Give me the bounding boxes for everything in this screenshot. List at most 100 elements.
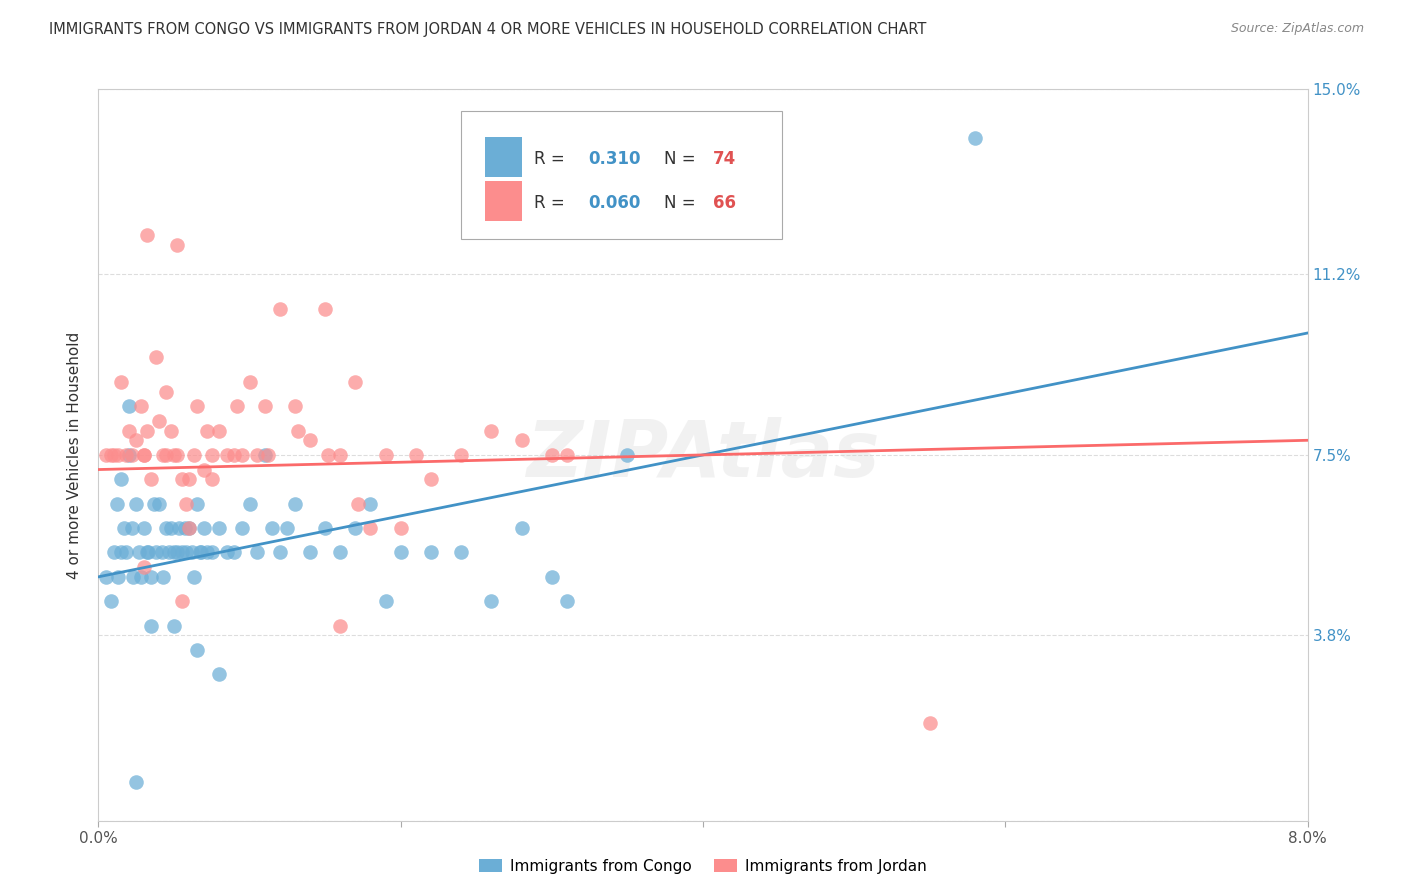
Point — [179, 521, 201, 535]
Point — [141, 570, 163, 584]
Point — [122, 570, 145, 584]
Point — [148, 497, 170, 511]
Point — [107, 570, 129, 584]
Text: 0.060: 0.060 — [588, 194, 641, 211]
Point — [159, 545, 181, 559]
Point — [208, 521, 231, 535]
Point — [183, 448, 205, 462]
Point — [132, 448, 155, 462]
Point — [481, 424, 503, 438]
Point — [193, 462, 215, 476]
Point — [94, 448, 117, 462]
Point — [132, 521, 155, 535]
Point — [114, 545, 136, 559]
Point — [163, 618, 186, 632]
Point — [163, 448, 186, 462]
Point — [201, 545, 224, 559]
Point — [170, 545, 193, 559]
Point — [405, 448, 427, 462]
Text: 66: 66 — [713, 194, 735, 211]
Point — [186, 643, 208, 657]
Text: Source: ZipAtlas.com: Source: ZipAtlas.com — [1230, 22, 1364, 36]
Text: R =: R = — [534, 194, 569, 211]
Point — [284, 497, 307, 511]
Text: N =: N = — [664, 150, 702, 168]
Point — [299, 434, 322, 448]
Point — [155, 384, 177, 399]
Point — [94, 570, 117, 584]
Point — [246, 545, 269, 559]
Point — [360, 521, 382, 535]
Point — [166, 238, 188, 252]
Point — [215, 448, 238, 462]
Point — [128, 545, 150, 559]
Point — [145, 351, 167, 365]
Point — [450, 448, 472, 462]
Point — [284, 399, 307, 413]
Point — [246, 448, 269, 462]
Point — [100, 594, 122, 608]
Point — [510, 521, 533, 535]
Point — [155, 521, 177, 535]
Point — [160, 424, 183, 438]
Point — [179, 472, 201, 486]
FancyBboxPatch shape — [485, 136, 522, 177]
Point — [316, 448, 339, 462]
Point — [148, 414, 170, 428]
Point — [103, 448, 125, 462]
Point — [103, 545, 125, 559]
Point — [195, 545, 218, 559]
Point — [215, 545, 238, 559]
Point — [105, 497, 128, 511]
Point — [118, 424, 141, 438]
Point — [540, 570, 562, 584]
Point — [253, 399, 276, 413]
Point — [118, 399, 141, 413]
Point — [420, 545, 443, 559]
Point — [174, 497, 197, 511]
Point — [166, 545, 188, 559]
Point — [114, 448, 136, 462]
Point — [112, 521, 135, 535]
Point — [344, 375, 367, 389]
Point — [121, 521, 143, 535]
Point — [110, 375, 132, 389]
Point — [965, 131, 987, 145]
Point — [269, 301, 291, 316]
Point — [344, 521, 367, 535]
Point — [314, 301, 336, 316]
Text: N =: N = — [664, 194, 702, 211]
Point — [193, 521, 215, 535]
Text: IMMIGRANTS FROM CONGO VS IMMIGRANTS FROM JORDAN 4 OR MORE VEHICLES IN HOUSEHOLD : IMMIGRANTS FROM CONGO VS IMMIGRANTS FROM… — [49, 22, 927, 37]
Point — [160, 521, 183, 535]
Point — [167, 521, 190, 535]
Point — [208, 667, 231, 681]
Point — [118, 448, 141, 462]
Point — [918, 716, 941, 731]
Point — [510, 434, 533, 448]
Point — [183, 570, 205, 584]
Point — [231, 448, 253, 462]
Point — [201, 448, 224, 462]
Point — [129, 570, 152, 584]
Point — [125, 497, 148, 511]
Point — [132, 560, 155, 574]
Point — [141, 472, 163, 486]
Point — [135, 424, 157, 438]
Point — [374, 594, 396, 608]
Point — [389, 545, 412, 559]
Point — [136, 545, 159, 559]
Point — [121, 448, 143, 462]
Point — [616, 448, 638, 462]
Text: R =: R = — [534, 150, 569, 168]
Point — [155, 448, 177, 462]
Point — [224, 448, 246, 462]
Point — [239, 375, 262, 389]
Point — [374, 448, 396, 462]
Point — [231, 521, 253, 535]
Point — [170, 594, 193, 608]
Point — [173, 521, 195, 535]
Point — [110, 472, 132, 486]
Point — [287, 424, 309, 438]
Point — [186, 497, 208, 511]
